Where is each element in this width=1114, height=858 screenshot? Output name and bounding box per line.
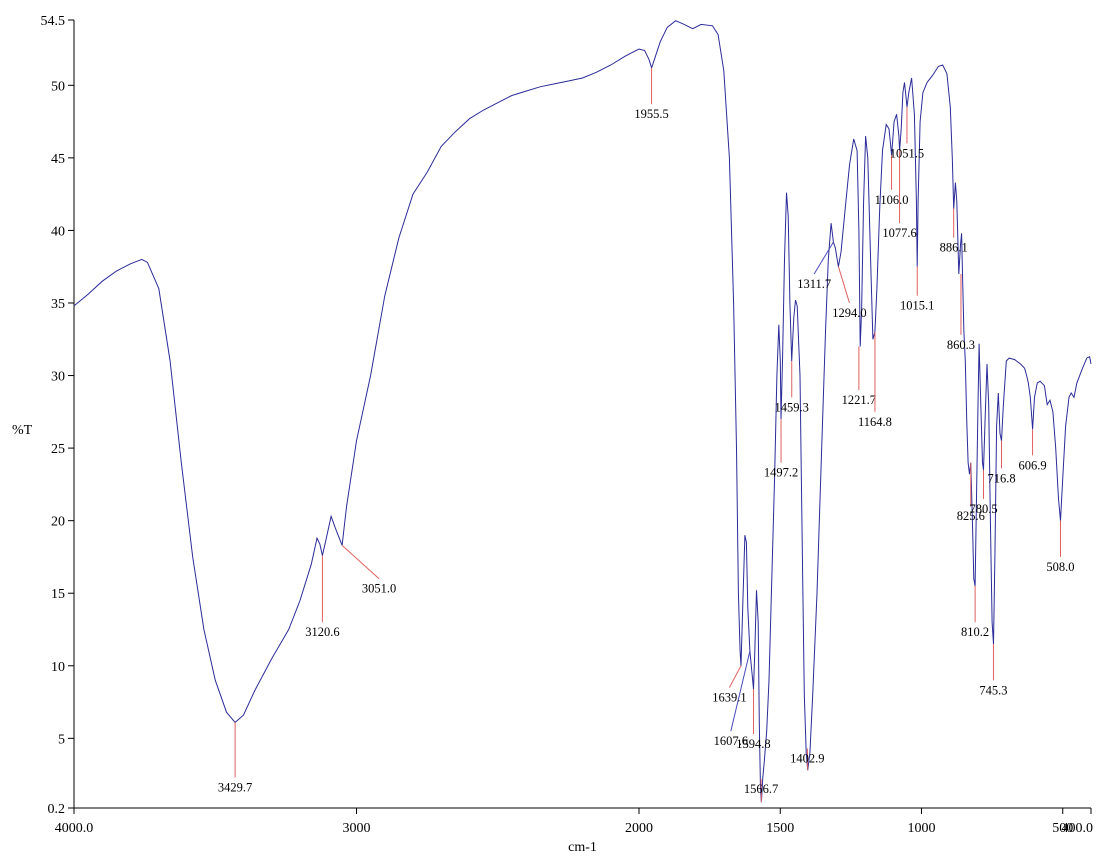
y-tick-label: 50 [51, 79, 65, 94]
peak-label: 1294.0 [832, 306, 866, 320]
peak-leader-line [837, 266, 850, 304]
x-tick-label: 400.0 [1062, 821, 1094, 836]
peak-label: 3051.0 [362, 582, 396, 596]
peak-label: 716.8 [987, 471, 1015, 485]
axes [73, 20, 1091, 809]
x-tick-label: 4000.0 [55, 821, 94, 836]
peak-label: 3429.7 [218, 781, 252, 795]
peak-leader-line [730, 651, 751, 732]
peak-annotations: 3429.7 3120.6 3051.0 1955.5 1639.1 1607.61594… [218, 67, 1075, 803]
peak-leader-line [728, 665, 742, 688]
y-axis-title: %T [12, 423, 33, 438]
y-tick-label: 20 [51, 515, 65, 530]
peak-label: 1566.7 [744, 782, 778, 796]
peak-label: 1459.3 [775, 400, 809, 414]
peak-label: 1015.1 [900, 299, 934, 313]
y-tick-label: 25 [51, 442, 65, 457]
peak-leader-line [813, 241, 834, 275]
y-tick-label: 45 [51, 152, 65, 167]
peak-label: 825.6 [957, 509, 985, 523]
peak-label: 1639.1 [712, 691, 746, 705]
peak-label: 1955.5 [634, 107, 668, 121]
peak-label: 1311.7 [797, 277, 831, 291]
peak-label: 1607.6 [714, 734, 748, 748]
peak-leader-line [341, 544, 380, 580]
y-tick-label: 5 [58, 732, 65, 747]
y-tick-label: 10 [51, 660, 65, 675]
y-axis-ticks: 0.2 5 10 15 20 25 30 35 40 45 50 54.5 [41, 14, 74, 817]
y-tick-label: 40 [51, 224, 65, 239]
peak-label: 606.9 [1018, 458, 1046, 472]
peak-label: 1402.9 [790, 752, 824, 766]
x-tick-label: 2000 [625, 821, 653, 836]
x-tick-label: 500 [1052, 821, 1073, 836]
peak-label: 1077.6 [882, 226, 916, 240]
peak-label: 745.3 [979, 683, 1007, 697]
peak-label: 780.5 [969, 502, 997, 516]
x-tick-label: 1500 [766, 821, 794, 836]
peak-label: 1497.2 [764, 466, 798, 480]
y-tick-label: 0.2 [48, 802, 66, 817]
peak-label: 860.3 [947, 338, 975, 352]
peak-label: 886.1 [940, 241, 968, 255]
peak-label: 1164.8 [858, 415, 892, 429]
x-tick-label: 1000 [908, 821, 936, 836]
spectrum-line [73, 20, 1092, 803]
x-axis-title: cm-1 [568, 840, 597, 855]
series-layer [73, 20, 1092, 803]
peak-label: 1221.7 [842, 393, 876, 407]
peak-label: 3120.6 [305, 625, 339, 639]
y-tick-label: 54.5 [41, 14, 66, 29]
peak-label: 1106.0 [875, 193, 909, 207]
y-tick-label: 15 [51, 587, 65, 602]
x-tick-label: 3000 [343, 821, 371, 836]
peak-label: 1051.5 [890, 146, 924, 160]
peak-label: 1594.8 [736, 737, 770, 751]
y-tick-label: 35 [51, 297, 65, 312]
peak-label: 508.0 [1046, 560, 1074, 574]
peak-label: 810.2 [961, 625, 989, 639]
y-tick-label: 30 [51, 370, 65, 385]
